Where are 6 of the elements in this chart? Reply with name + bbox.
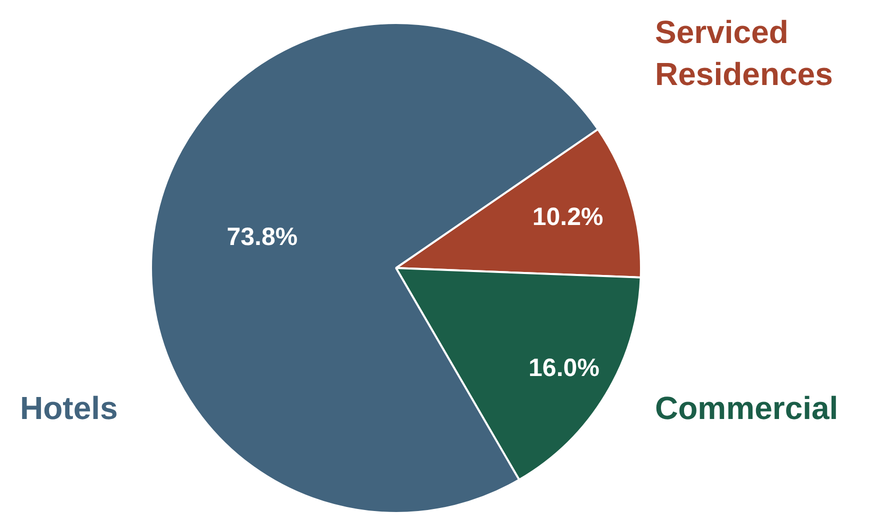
data-label: 16.0%: [528, 354, 600, 382]
data-label: 73.8%: [226, 222, 298, 251]
data-label: 10.2%: [532, 203, 604, 232]
slice-label: Commercial: [655, 390, 838, 426]
slice-label: Serviced Residences: [655, 14, 833, 92]
slice-label: Hotels: [20, 390, 118, 426]
